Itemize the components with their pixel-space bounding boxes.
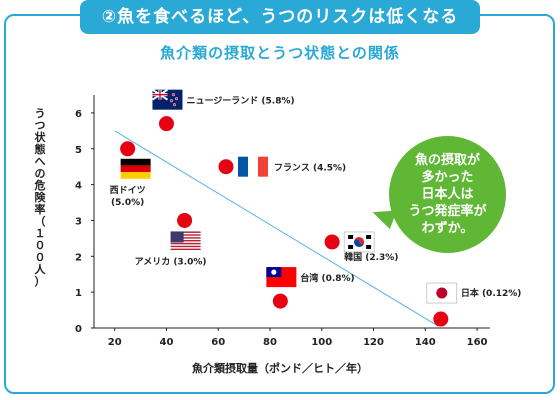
point-label: 日本 (0.12%) (461, 287, 522, 299)
chart-title: 魚介類の摂取とうつ状態との関係 (160, 44, 400, 62)
trendline-group (114, 130, 439, 327)
y-axis-label-char: 険 (34, 191, 46, 204)
x-tick-label: 120 (363, 337, 384, 348)
data-point (120, 141, 136, 157)
callout-bubble (389, 136, 506, 253)
korea-flag (343, 231, 375, 253)
y-axis-label-char: つ (34, 119, 46, 132)
y-tick-label: 4 (75, 181, 82, 192)
axis-ticks: 20 40 60 80 100 120 140 160 0 1 2 3 4 5 6 (75, 109, 488, 348)
y-axis-label-char: ０ (34, 239, 46, 252)
x-axis-label: 魚介類摂取量（ポンド／ヒト／年） (192, 362, 368, 375)
japan-flag (426, 282, 458, 304)
point-label: 西ドイツ (110, 185, 146, 196)
callout-line: 多かった (421, 170, 474, 185)
data-point (158, 116, 174, 132)
x-tick-label: 40 (160, 337, 174, 348)
point-label: 韓国 (2.3%) (344, 251, 398, 263)
x-tick-label: 100 (311, 337, 332, 348)
x-tick-label: 140 (415, 337, 436, 348)
y-axis-label-char: へ (34, 155, 46, 168)
taiwan-flag (266, 267, 297, 288)
trendline (114, 130, 439, 327)
y-axis-label-char: 状 (34, 131, 46, 144)
y-tick-label: 1 (75, 288, 82, 299)
x-tick-label: 20 (108, 337, 122, 348)
point-label: (5.0%) (111, 198, 144, 208)
point-label: フランス (4.5%) (274, 163, 346, 174)
data-point (272, 293, 288, 309)
callout-line: 魚の摂取が (414, 153, 480, 168)
y-axis-label-char: ０ (34, 251, 46, 264)
callout-line: うつ発症率が (408, 204, 487, 219)
y-axis-label-char: う (34, 107, 46, 120)
title-banner: ②魚を食べるほど、うつのリスクは低くなる (80, 0, 480, 34)
y-axis-label-char: 率 (34, 203, 46, 216)
y-tick-label: 6 (75, 109, 82, 120)
france-flag (238, 156, 268, 177)
data-point (433, 311, 449, 327)
y-axis-label-char: １ (34, 227, 46, 240)
x-tick-label: 160 (467, 337, 488, 348)
usa-flag (170, 231, 201, 251)
axes (93, 95, 490, 329)
point-label: アメリカ (3.0%) (135, 256, 207, 267)
callout-line: 日本人は (421, 187, 474, 202)
y-axis-label-char: ） (34, 275, 46, 288)
point-labels-group: ニュージーランド (5.8%) 西ドイツ (5.0%) フランス (4.5%) アメリカ… (110, 96, 522, 299)
y-tick-label: 2 (75, 252, 82, 263)
x-tick-label: 60 (211, 337, 225, 348)
new-zealand-flag (151, 88, 183, 110)
data-point (324, 234, 340, 250)
callout-text: 魚の摂取が多かった日本人はうつ発症率が わずか。 (389, 152, 506, 237)
point-label: ニュージーランド (5.8%) (186, 96, 294, 107)
y-tick-label: 0 (75, 324, 82, 335)
x-tick-label: 80 (263, 337, 277, 348)
data-point (218, 159, 234, 175)
flags-group (120, 88, 458, 304)
y-axis-label-char: （ (34, 215, 46, 228)
y-tick-label: 5 (75, 145, 82, 156)
point-label: 台湾 (0.8%) (300, 272, 354, 284)
y-axis-label-char: 人 (34, 263, 46, 276)
y-axis-label-char: 危 (34, 179, 46, 192)
y-axis-label-char: 態 (34, 143, 46, 156)
callout-line: わずか。 (421, 221, 474, 236)
y-tick-label: 3 (75, 216, 82, 227)
y-axis-label-char: の (34, 167, 46, 180)
data-point (177, 212, 193, 228)
points-group (120, 116, 449, 327)
germany-flag (120, 158, 151, 179)
banner-title: ②魚を食べるほど、うつのリスクは低くなる (101, 7, 459, 27)
y-axis-label: うつ状態への危険率（１ ０ ０ 人） (30, 108, 50, 298)
